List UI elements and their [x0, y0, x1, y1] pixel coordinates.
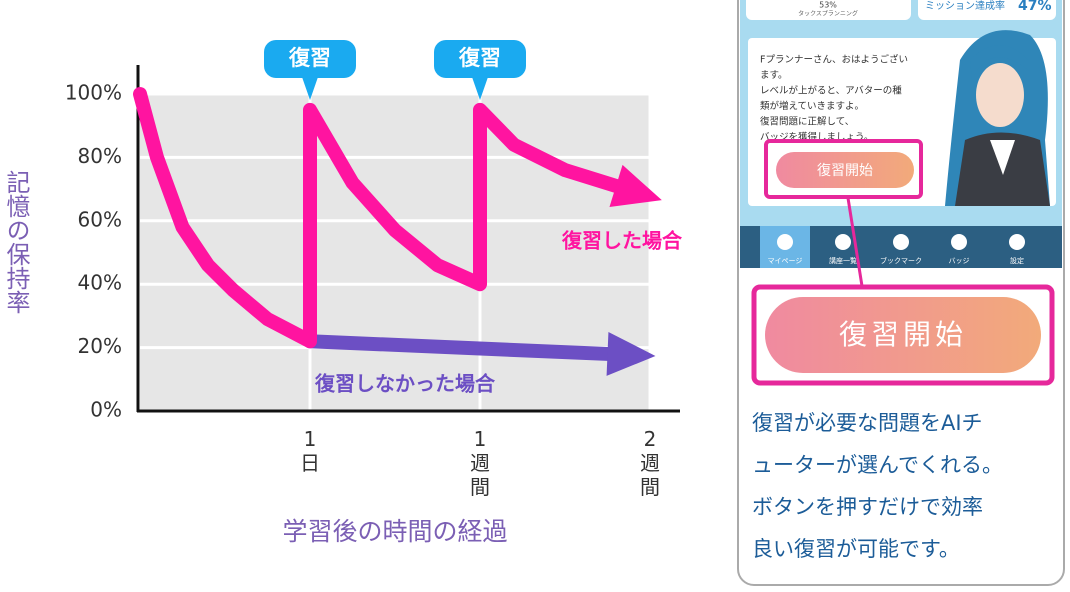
button-label: 復習開始 [839, 318, 967, 351]
y-tick-label: 0% [90, 398, 122, 422]
big-button[interactable] [765, 297, 1041, 373]
top-card [746, 0, 911, 20]
plot-bg [140, 94, 650, 411]
callout-label: 復習 [458, 46, 501, 70]
x-tick-label: 2 週間 [640, 427, 660, 499]
callout-pointer [302, 77, 318, 100]
nav-icon [1009, 234, 1025, 250]
callout [264, 40, 356, 78]
y-axis-title: 記憶の保持率 [2, 170, 30, 314]
callout-label: 復習 [288, 46, 331, 70]
highlight-box [751, 284, 1055, 386]
stat-label: タックスプランニング [798, 10, 858, 18]
highlight-box [764, 139, 923, 199]
button-label: 復習開始 [817, 162, 873, 179]
message-line: ます。 [760, 70, 788, 81]
y-tick-label: 60% [78, 207, 122, 231]
nav-icon [893, 234, 909, 250]
caption-line: 良い復習が可能です。 [752, 537, 960, 561]
stat-label: ミッション達成率 [925, 0, 1005, 12]
nav-icon [835, 234, 851, 250]
nav-icon [951, 234, 967, 250]
top-card [918, 0, 1056, 20]
nav-icon [777, 234, 793, 250]
nav-label: 設定 [1010, 256, 1024, 265]
avatar [945, 30, 1050, 206]
message-line: Fプランナーさん、おはようござい [760, 54, 908, 66]
nav-label: マイページ [768, 257, 803, 265]
arrowhead [606, 331, 656, 376]
y-tick-label: 20% [78, 334, 122, 358]
nav-label: ブックマーク [880, 256, 922, 265]
message-line: 復習問題に正解して、 [760, 116, 854, 128]
caption-line: ボタンを押すだけで効率 [752, 495, 983, 519]
line [303, 334, 615, 361]
nav-label: 講座一覧 [829, 256, 857, 265]
callout [434, 40, 526, 78]
caption-line: 復習が必要な問題をAIチ [752, 411, 983, 435]
legend-label: 復習した場合 [561, 229, 683, 253]
y-tick-label: 80% [78, 144, 122, 168]
y-tick-label: 40% [78, 271, 122, 295]
stat: 47% [1018, 0, 1052, 14]
connector [846, 197, 864, 287]
x-axis-title: 学習後の時間の経過 [282, 517, 507, 546]
y-tick-label: 100% [65, 81, 122, 105]
small-button[interactable] [776, 152, 914, 188]
stat: 53% [819, 1, 837, 10]
caption-line: ューターが選んでくれる。 [752, 453, 1003, 477]
nav-label: バッジ [949, 257, 970, 265]
line [133, 87, 623, 349]
message-line: レベルが上がると、アバターの種 [760, 85, 902, 97]
legend-label: 復習しなかった場合 [314, 372, 496, 396]
arrowhead [609, 164, 662, 207]
message-line: 類が増えていきますよ。 [760, 100, 864, 112]
x-tick-label: 1 週間 [470, 427, 490, 499]
callout-pointer [472, 77, 488, 100]
